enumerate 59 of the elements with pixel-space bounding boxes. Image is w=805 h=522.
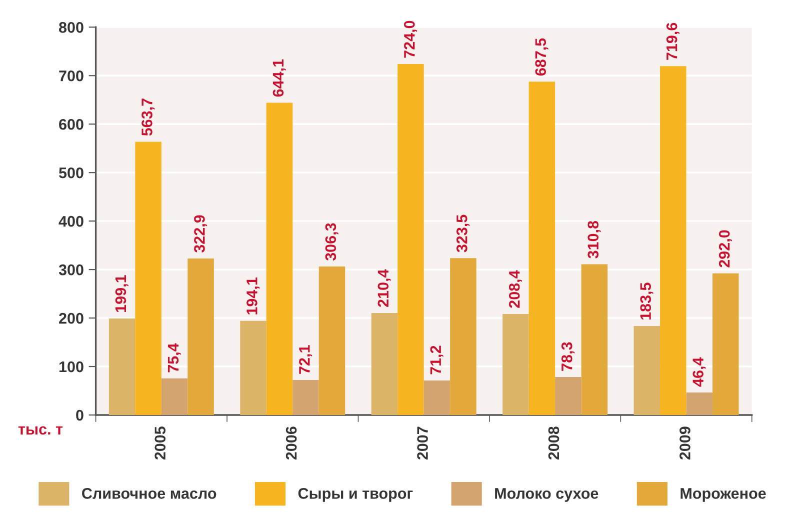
- data-label: 183,5: [640, 282, 654, 320]
- data-label: 199,1: [115, 275, 128, 312]
- data-label: 719,6: [666, 22, 680, 60]
- bar: [634, 326, 660, 415]
- bar: [108, 318, 136, 415]
- x-tick-label: 2007: [417, 426, 428, 460]
- data-label: 75,4: [168, 343, 181, 372]
- data-label: 310,8: [588, 220, 601, 258]
- data-label: 71,2: [430, 346, 444, 374]
- y-tick-label: 800: [58, 22, 84, 33]
- data-label: 724,0: [404, 20, 418, 58]
- y-tick-label: 500: [58, 167, 84, 178]
- data-label: 292,0: [718, 230, 732, 268]
- data-label: 306,3: [325, 223, 338, 261]
- bar: [188, 258, 214, 415]
- x-tick-label: 2008: [548, 426, 560, 460]
- y-tick-label: 200: [59, 312, 84, 324]
- bar: [135, 142, 162, 415]
- bar: [240, 320, 266, 415]
- x-tick-label: 2005: [154, 426, 166, 460]
- data-label: 687,5: [535, 38, 548, 76]
- legend-label: Молоко сухое: [495, 488, 598, 502]
- x-tick-label: 2009: [680, 426, 690, 460]
- y-tick-label: 100: [59, 361, 84, 372]
- bar: [712, 273, 739, 415]
- legend-label: Сыры и творог: [298, 488, 413, 502]
- bar: [161, 378, 188, 415]
- bar: [686, 392, 713, 415]
- data-label: 46,4: [692, 357, 706, 387]
- data-label: 644,1: [272, 59, 286, 97]
- data-label: 210,4: [378, 269, 391, 307]
- data-label: 323,5: [456, 214, 470, 252]
- y-tick-label: 700: [59, 70, 84, 82]
- data-label: 208,4: [508, 270, 522, 308]
- bar: [581, 264, 608, 415]
- bar: [424, 380, 450, 415]
- data-label: 194,1: [246, 278, 260, 314]
- y-tick-label: 400: [58, 216, 84, 227]
- bar: [450, 258, 476, 415]
- y-axis-title: тыс. т: [18, 426, 63, 435]
- bar: [371, 312, 398, 415]
- bar: [266, 102, 293, 415]
- data-label: 563,7: [142, 98, 155, 136]
- bar: [292, 380, 319, 415]
- data-label: 72,1: [299, 345, 312, 374]
- bar: [398, 64, 424, 415]
- legend-label: Сливочное масло: [82, 488, 216, 499]
- y-tick-label: 600: [59, 118, 84, 130]
- bar: [555, 377, 582, 415]
- legend-label: Мороженое: [680, 488, 766, 502]
- bar: [318, 266, 346, 415]
- bar: [660, 66, 686, 415]
- data-label: 78,3: [561, 342, 574, 371]
- y-tick-label: 0: [76, 410, 84, 421]
- data-label: 322,9: [194, 215, 208, 253]
- y-tick-label: 300: [58, 264, 84, 276]
- bar: [528, 82, 556, 415]
- x-tick-label: 2006: [286, 426, 297, 460]
- bar: [502, 314, 529, 415]
